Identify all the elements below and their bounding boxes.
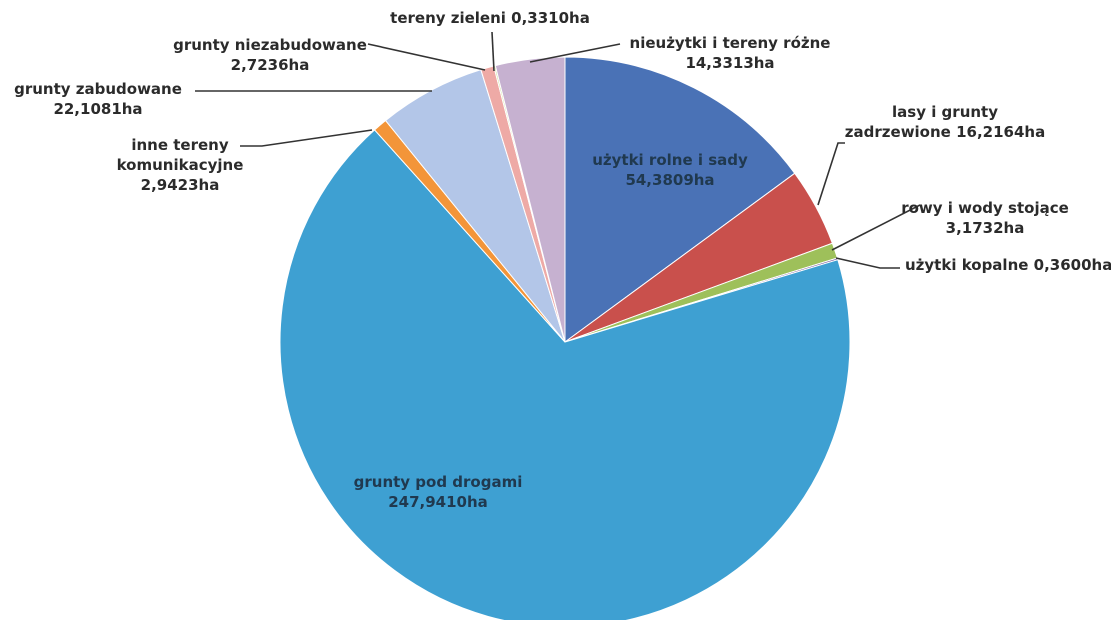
slice-label-line: 14,3313ha [685,54,774,72]
slice-label-line: lasy i grunty [892,103,998,121]
pie-slice-10 [494,56,566,343]
slice-label-line: grunty pod drogami [354,473,523,491]
pie-slice-5 [279,129,851,620]
slice-label-3: rowy i wody stojące 3,1732ha [901,199,1069,237]
slice-label-line: 2,9423ha [141,176,220,194]
slice-label-line: zadrzewione 16,2164ha [845,123,1045,141]
slice-label-line: rowy i wody stojące [901,199,1069,217]
pie-slice-1 [564,56,796,343]
leader-line-9 [491,31,495,72]
slice-label-line: komunikacyjne [117,156,244,174]
slice-label-line: grunty zabudowane [14,80,182,98]
labels-layer: użytki rolne i sady 54,3809ha lasy i grunt… [14,9,1111,511]
slice-label-6: inne tereny komunikacyjne 2,9423ha [117,136,244,194]
slice-label-line: tereny zieleni 0,3310ha [390,9,590,27]
leader-line-10 [529,43,621,63]
leaders-layer [195,31,921,269]
slice-label-2: lasy i grunty zadrzewione 16,2164ha [845,103,1045,141]
slice-label-8: grunty niezabudowane 2,7236ha [173,36,367,74]
slice-label-1: użytki rolne i sady 54,3809ha [592,151,748,189]
slice-label-7: grunty zabudowane 22,1081ha [14,80,182,118]
slice-label-line: 22,1081ha [53,100,142,118]
slice-label-line: grunty niezabudowane [173,36,367,54]
slice-label-9: tereny zieleni 0,3310ha [390,9,590,27]
slice-label-line: użytki kopalne 0,3600ha [905,256,1111,274]
leader-line-4 [835,257,900,269]
slice-label-line: nieużytki i tereny różne [630,34,831,52]
slice-label-line: 2,7236ha [231,56,310,74]
leader-line-3 [831,204,921,251]
slices-layer [279,56,851,620]
leader-line-8 [367,43,486,71]
leader-line-2 [817,142,845,206]
slice-label-10: nieużytki i tereny różne 14,3313ha [630,34,831,72]
leader-line-6 [240,129,373,147]
slice-label-line: 247,9410ha [388,493,488,511]
slice-label-line: inne tereny [131,136,228,154]
slice-label-5: grunty pod drogami 247,9410ha [354,473,523,511]
slice-label-line: użytki rolne i sady [592,151,748,169]
slice-label-line: 54,3809ha [625,171,714,189]
slice-label-4: użytki kopalne 0,3600ha [905,256,1111,274]
slice-label-line: 3,1732ha [946,219,1025,237]
